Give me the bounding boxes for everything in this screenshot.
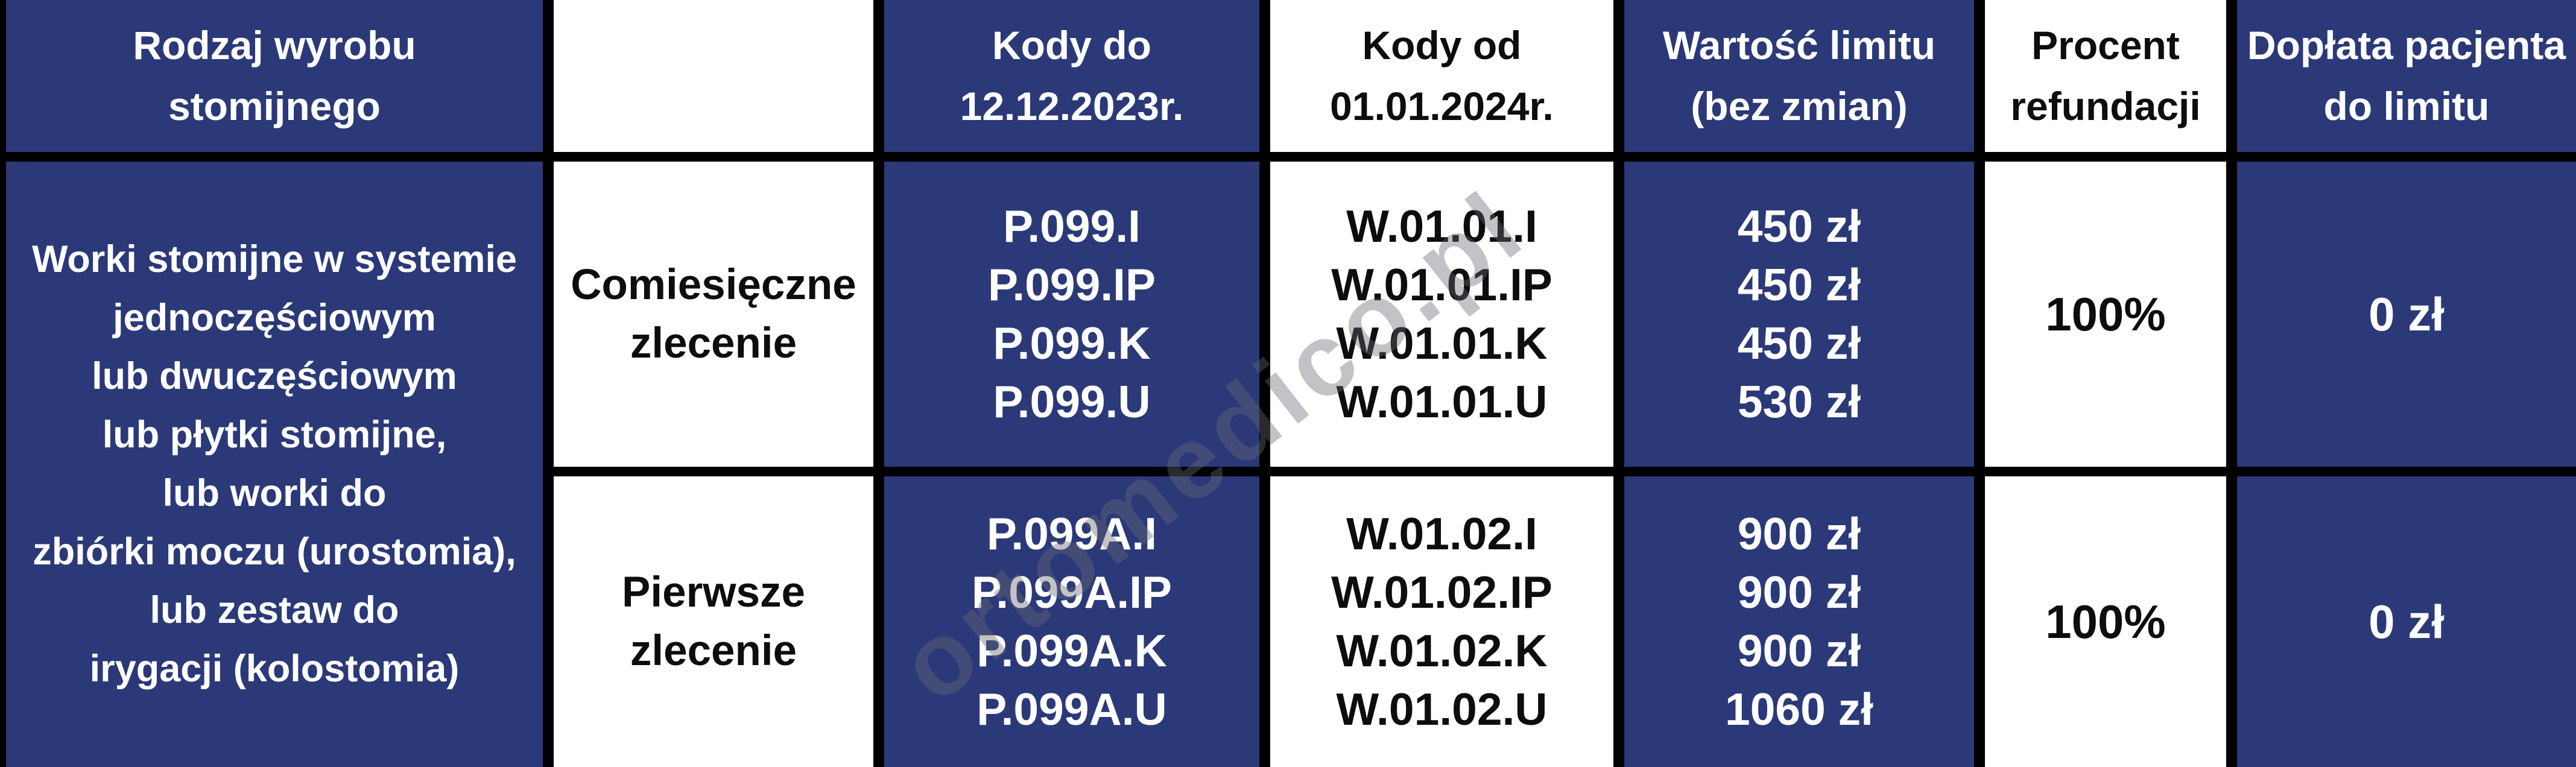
- header-refund-percent: Procent refundacji: [1985, 0, 2226, 152]
- patient-copay-cell: 0 zł: [2237, 476, 2576, 767]
- header-codes-until: Kody do 12.12.2023r.: [884, 0, 1259, 152]
- header-limit-value: Wartość limitu (bez zmian): [1624, 0, 1974, 152]
- codes-new-cell: W.01.02.I W.01.02.IP W.01.02.K W.01.02.U: [1270, 476, 1613, 767]
- limit-values-cell: 450 zł 450 zł 450 zł 530 zł: [1624, 162, 1974, 467]
- header-codes-from: Kody od 01.01.2024r.: [1270, 0, 1613, 152]
- header-product-type: Rodzaj wyrobu stomijnego: [6, 0, 543, 152]
- patient-copay-cell: 0 zł: [2237, 162, 2576, 467]
- product-type-cell: Worki stomijne w systemie jednoczęściowy…: [6, 162, 543, 767]
- refund-percent-cell: 100%: [1985, 162, 2226, 467]
- codes-new-cell: W.01.01.I W.01.01.IP W.01.01.K W.01.01.U: [1270, 162, 1613, 467]
- limit-values-cell: 900 zł 900 zł 900 zł 1060 zł: [1624, 476, 1974, 767]
- codes-old-cell: P.099.I P.099.IP P.099.K P.099.U: [884, 162, 1259, 467]
- header-patient-copay: Dopłata pacjenta do limitu: [2237, 0, 2576, 152]
- header-blank: [554, 0, 873, 152]
- order-type-cell: Pierwsze zlecenie: [554, 476, 873, 767]
- refund-percent-cell: 100%: [1985, 476, 2226, 767]
- codes-old-cell: P.099A.I P.099A.IP P.099A.K P.099A.U: [884, 476, 1259, 767]
- order-type-cell: Comiesięczne zlecenie: [554, 162, 873, 467]
